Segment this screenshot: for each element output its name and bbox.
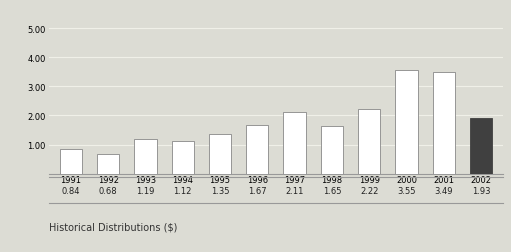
- Text: 3.55: 3.55: [397, 186, 415, 195]
- Bar: [209, 135, 231, 174]
- Bar: [134, 139, 157, 174]
- Bar: [60, 150, 82, 174]
- Bar: [395, 71, 417, 174]
- Text: 1.65: 1.65: [322, 186, 341, 195]
- Bar: [97, 154, 120, 174]
- Text: 1.67: 1.67: [248, 186, 267, 195]
- Text: 1.19: 1.19: [136, 186, 155, 195]
- Text: Historical Distributions ($): Historical Distributions ($): [49, 222, 177, 232]
- Text: 2.22: 2.22: [360, 186, 378, 195]
- Bar: [432, 73, 455, 174]
- Bar: [246, 125, 268, 174]
- Bar: [284, 113, 306, 174]
- Text: 0.84: 0.84: [62, 186, 80, 195]
- Bar: [358, 110, 380, 174]
- Bar: [321, 126, 343, 174]
- Text: 1.35: 1.35: [211, 186, 229, 195]
- Text: 1.93: 1.93: [472, 186, 490, 195]
- Bar: [172, 141, 194, 174]
- Text: 2.11: 2.11: [285, 186, 304, 195]
- Bar: [470, 118, 492, 174]
- Text: 3.49: 3.49: [434, 186, 453, 195]
- Text: 1.12: 1.12: [174, 186, 192, 195]
- Text: 0.68: 0.68: [99, 186, 118, 195]
